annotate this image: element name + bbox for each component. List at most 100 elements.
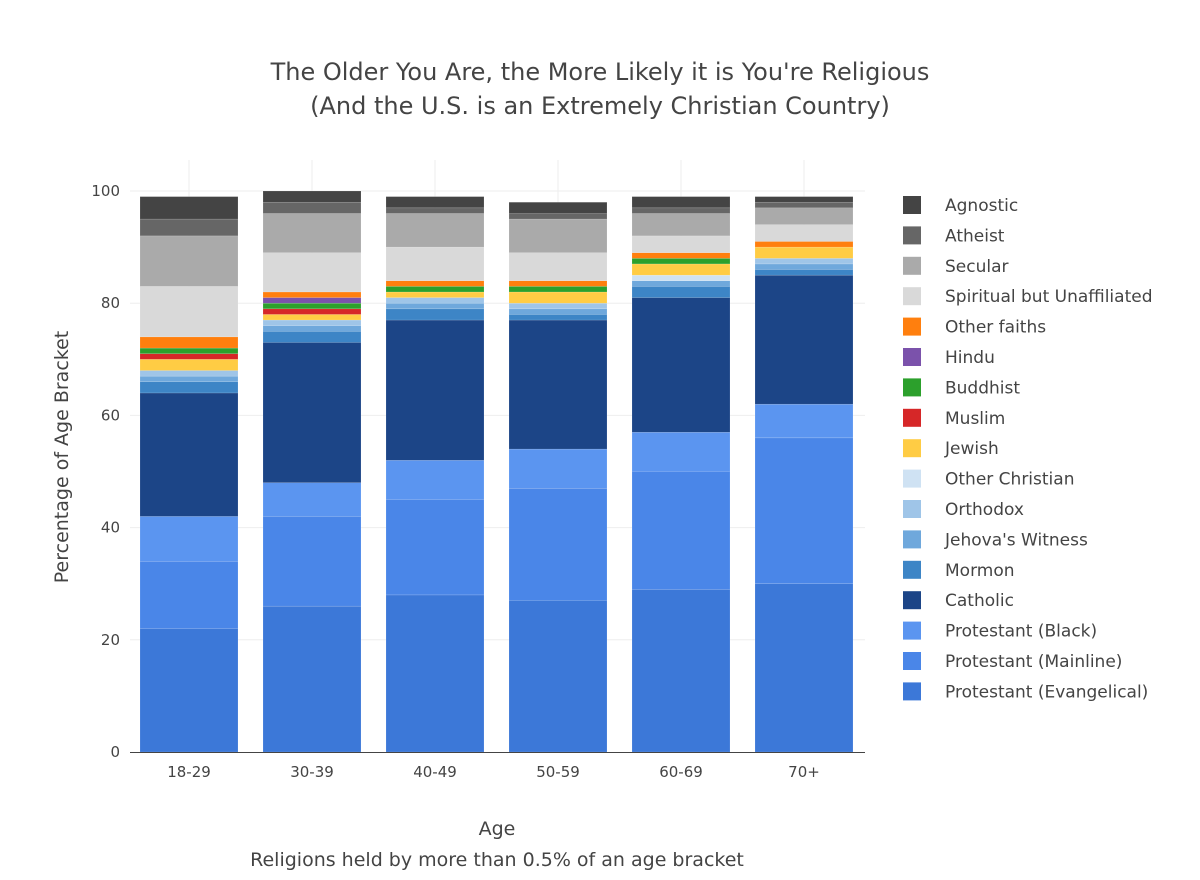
bar-segment-protestant-mainline-[interactable] <box>385 499 485 596</box>
bar-segment-protestant-evangelical-[interactable] <box>754 583 854 753</box>
legend-item[interactable]: Other faiths <box>903 317 1046 338</box>
bar-segment-mormon[interactable] <box>631 286 731 298</box>
bar-segment-protestant-black-[interactable] <box>631 431 731 472</box>
legend-item[interactable]: Buddhist <box>903 378 1020 398</box>
bar-segment-hindu[interactable] <box>262 297 362 304</box>
bar-segment-secular[interactable] <box>754 207 854 225</box>
bar-segment-buddhist[interactable] <box>262 302 362 310</box>
bar-segment-atheist[interactable] <box>139 218 239 237</box>
bar-segment-jehova-s-witness[interactable] <box>385 302 485 310</box>
bar-segment-atheist[interactable] <box>508 213 608 220</box>
bar-segment-jehova-s-witness[interactable] <box>631 280 731 287</box>
bar-segment-jehova-s-witness[interactable] <box>139 375 239 382</box>
bar-segment-other-faiths[interactable] <box>508 280 608 287</box>
bar-segment-jewish[interactable] <box>631 263 731 276</box>
bar-segment-protestant-mainline-[interactable] <box>262 516 362 607</box>
bar-segment-agnostic[interactable] <box>385 196 485 209</box>
bar-segment-agnostic[interactable] <box>631 196 731 209</box>
bar-segment-secular[interactable] <box>508 218 608 253</box>
legend-item[interactable]: Protestant (Mainline) <box>903 652 1122 672</box>
bar-segment-protestant-black-[interactable] <box>508 448 608 489</box>
legend-item[interactable]: Jehova's Witness <box>903 530 1088 550</box>
bar-segment-agnostic[interactable] <box>139 196 239 220</box>
bar-segment-protestant-black-[interactable] <box>385 460 485 500</box>
bar-segment-agnostic[interactable] <box>754 196 854 203</box>
bar-segment-spiritual-but-unaffiliated[interactable] <box>631 235 731 253</box>
bar-segment-protestant-mainline-[interactable] <box>508 488 608 601</box>
bar-segment-mormon[interactable] <box>139 381 239 394</box>
bar-segment-atheist[interactable] <box>754 201 854 209</box>
bar-segment-spiritual-but-unaffiliated[interactable] <box>262 252 362 293</box>
legend-item[interactable]: Orthodox <box>903 500 1024 520</box>
bar-segment-muslim[interactable] <box>262 308 362 315</box>
legend-item[interactable]: Protestant (Black) <box>903 621 1097 642</box>
bar-segment-jehova-s-witness[interactable] <box>262 325 362 332</box>
bar-segment-jehova-s-witness[interactable] <box>508 308 608 315</box>
bar-segment-buddhist[interactable] <box>631 258 731 265</box>
bar-segment-protestant-evangelical-[interactable] <box>631 589 731 753</box>
bar-segment-atheist[interactable] <box>262 201 362 214</box>
legend-item[interactable]: Mormon <box>903 560 1015 581</box>
bar-segment-mormon[interactable] <box>262 331 362 343</box>
bar-segment-secular[interactable] <box>631 213 731 237</box>
bar-segment-mormon[interactable] <box>508 314 608 321</box>
bar-segment-agnostic[interactable] <box>508 201 608 214</box>
bar-segment-catholic[interactable] <box>631 297 731 433</box>
bar-segment-orthodox[interactable] <box>139 370 239 377</box>
bar-segment-protestant-black-[interactable] <box>139 516 239 562</box>
bar-segment-mormon[interactable] <box>385 308 485 321</box>
bar-segment-spiritual-but-unaffiliated[interactable] <box>385 246 485 282</box>
bar-segment-other-faiths[interactable] <box>139 336 239 349</box>
bar-segment-atheist[interactable] <box>631 207 731 214</box>
legend-item[interactable]: Muslim <box>903 408 1005 429</box>
bar-segment-catholic[interactable] <box>385 319 485 461</box>
bar-segment-catholic[interactable] <box>754 274 854 405</box>
bar-segment-buddhist[interactable] <box>139 347 239 354</box>
bar-segment-spiritual-but-unaffiliated[interactable] <box>754 224 854 242</box>
bar-segment-catholic[interactable] <box>262 342 362 483</box>
bar-segment-protestant-evangelical-[interactable] <box>508 600 608 753</box>
bar-segment-protestant-evangelical-[interactable] <box>139 628 239 753</box>
bar-segment-protestant-evangelical-[interactable] <box>262 605 362 753</box>
bar-segment-jewish[interactable] <box>385 291 485 298</box>
bar-segment-spiritual-but-unaffiliated[interactable] <box>508 252 608 282</box>
legend-item[interactable]: Spiritual but Unaffiliated <box>903 287 1153 307</box>
bar-segment-buddhist[interactable] <box>385 286 485 293</box>
bar-segment-other-faiths[interactable] <box>754 241 854 248</box>
bar-segment-catholic[interactable] <box>508 319 608 450</box>
bar-segment-orthodox[interactable] <box>754 258 854 265</box>
bar-segment-muslim[interactable] <box>139 353 239 360</box>
legend-item[interactable]: Protestant (Evangelical) <box>903 682 1148 702</box>
bar-segment-jewish[interactable] <box>754 246 854 259</box>
legend-item[interactable]: Jewish <box>903 439 999 459</box>
bar-segment-atheist[interactable] <box>385 207 485 214</box>
bar-segment-jewish[interactable] <box>262 314 362 321</box>
bar-segment-agnostic[interactable] <box>262 190 362 203</box>
bar-segment-catholic[interactable] <box>139 392 239 517</box>
bar-segment-protestant-evangelical-[interactable] <box>385 594 485 753</box>
bar-segment-protestant-mainline-[interactable] <box>754 437 854 584</box>
legend-item[interactable]: Hindu <box>903 348 995 368</box>
bar-segment-protestant-mainline-[interactable] <box>139 561 239 629</box>
bar-segment-other-christian[interactable] <box>631 274 731 282</box>
legend-item[interactable]: Secular <box>903 256 1009 277</box>
bar-segment-protestant-mainline-[interactable] <box>631 471 731 590</box>
bar-segment-protestant-black-[interactable] <box>754 403 854 439</box>
bar-segment-other-faiths[interactable] <box>262 291 362 298</box>
bar-segment-secular[interactable] <box>385 213 485 248</box>
legend-item[interactable]: Catholic <box>903 591 1014 611</box>
bar-segment-other-faiths[interactable] <box>631 252 731 259</box>
legend-item[interactable]: Other Christian <box>903 469 1074 490</box>
legend-item[interactable]: Agnostic <box>903 196 1018 216</box>
bar-segment-spiritual-but-unaffiliated[interactable] <box>139 286 239 338</box>
bar-segment-secular[interactable] <box>139 235 239 287</box>
bar-segment-secular[interactable] <box>262 213 362 253</box>
bar-segment-jehova-s-witness[interactable] <box>754 263 854 270</box>
bar-segment-orthodox[interactable] <box>385 297 485 304</box>
bar-segment-jewish[interactable] <box>508 291 608 304</box>
bar-segment-buddhist[interactable] <box>508 286 608 293</box>
legend-item[interactable]: Atheist <box>903 226 1005 246</box>
bar-segment-orthodox[interactable] <box>508 302 608 310</box>
bar-segment-orthodox[interactable] <box>262 319 362 326</box>
bar-segment-protestant-black-[interactable] <box>262 482 362 517</box>
